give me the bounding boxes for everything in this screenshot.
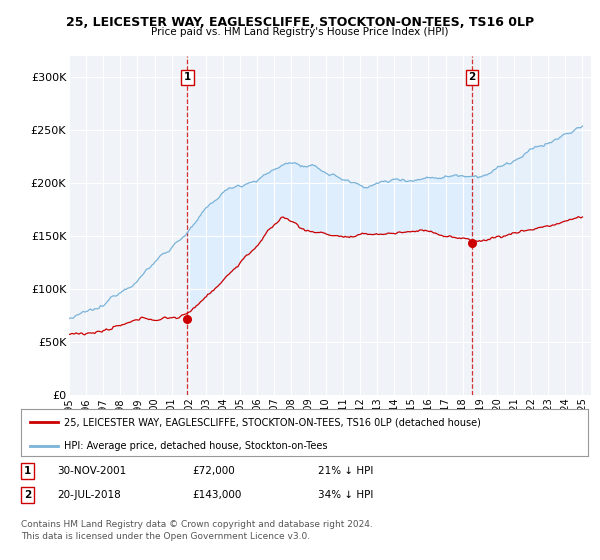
Text: 30-NOV-2001: 30-NOV-2001 bbox=[57, 466, 126, 476]
Text: 2: 2 bbox=[469, 72, 476, 82]
Text: This data is licensed under the Open Government Licence v3.0.: This data is licensed under the Open Gov… bbox=[21, 532, 310, 541]
Text: 21% ↓ HPI: 21% ↓ HPI bbox=[318, 466, 373, 476]
Text: £72,000: £72,000 bbox=[192, 466, 235, 476]
Text: 34% ↓ HPI: 34% ↓ HPI bbox=[318, 490, 373, 500]
Text: 2: 2 bbox=[24, 490, 31, 500]
Text: 25, LEICESTER WAY, EAGLESCLIFFE, STOCKTON-ON-TEES, TS16 0LP (detached house): 25, LEICESTER WAY, EAGLESCLIFFE, STOCKTO… bbox=[64, 417, 481, 427]
Text: 1: 1 bbox=[184, 72, 191, 82]
Text: 1: 1 bbox=[24, 466, 31, 476]
Text: £143,000: £143,000 bbox=[192, 490, 241, 500]
Text: 25, LEICESTER WAY, EAGLESCLIFFE, STOCKTON-ON-TEES, TS16 0LP: 25, LEICESTER WAY, EAGLESCLIFFE, STOCKTO… bbox=[66, 16, 534, 29]
Text: Contains HM Land Registry data © Crown copyright and database right 2024.: Contains HM Land Registry data © Crown c… bbox=[21, 520, 373, 529]
Text: HPI: Average price, detached house, Stockton-on-Tees: HPI: Average price, detached house, Stoc… bbox=[64, 441, 327, 451]
Text: Price paid vs. HM Land Registry's House Price Index (HPI): Price paid vs. HM Land Registry's House … bbox=[151, 27, 449, 37]
Text: 20-JUL-2018: 20-JUL-2018 bbox=[57, 490, 121, 500]
